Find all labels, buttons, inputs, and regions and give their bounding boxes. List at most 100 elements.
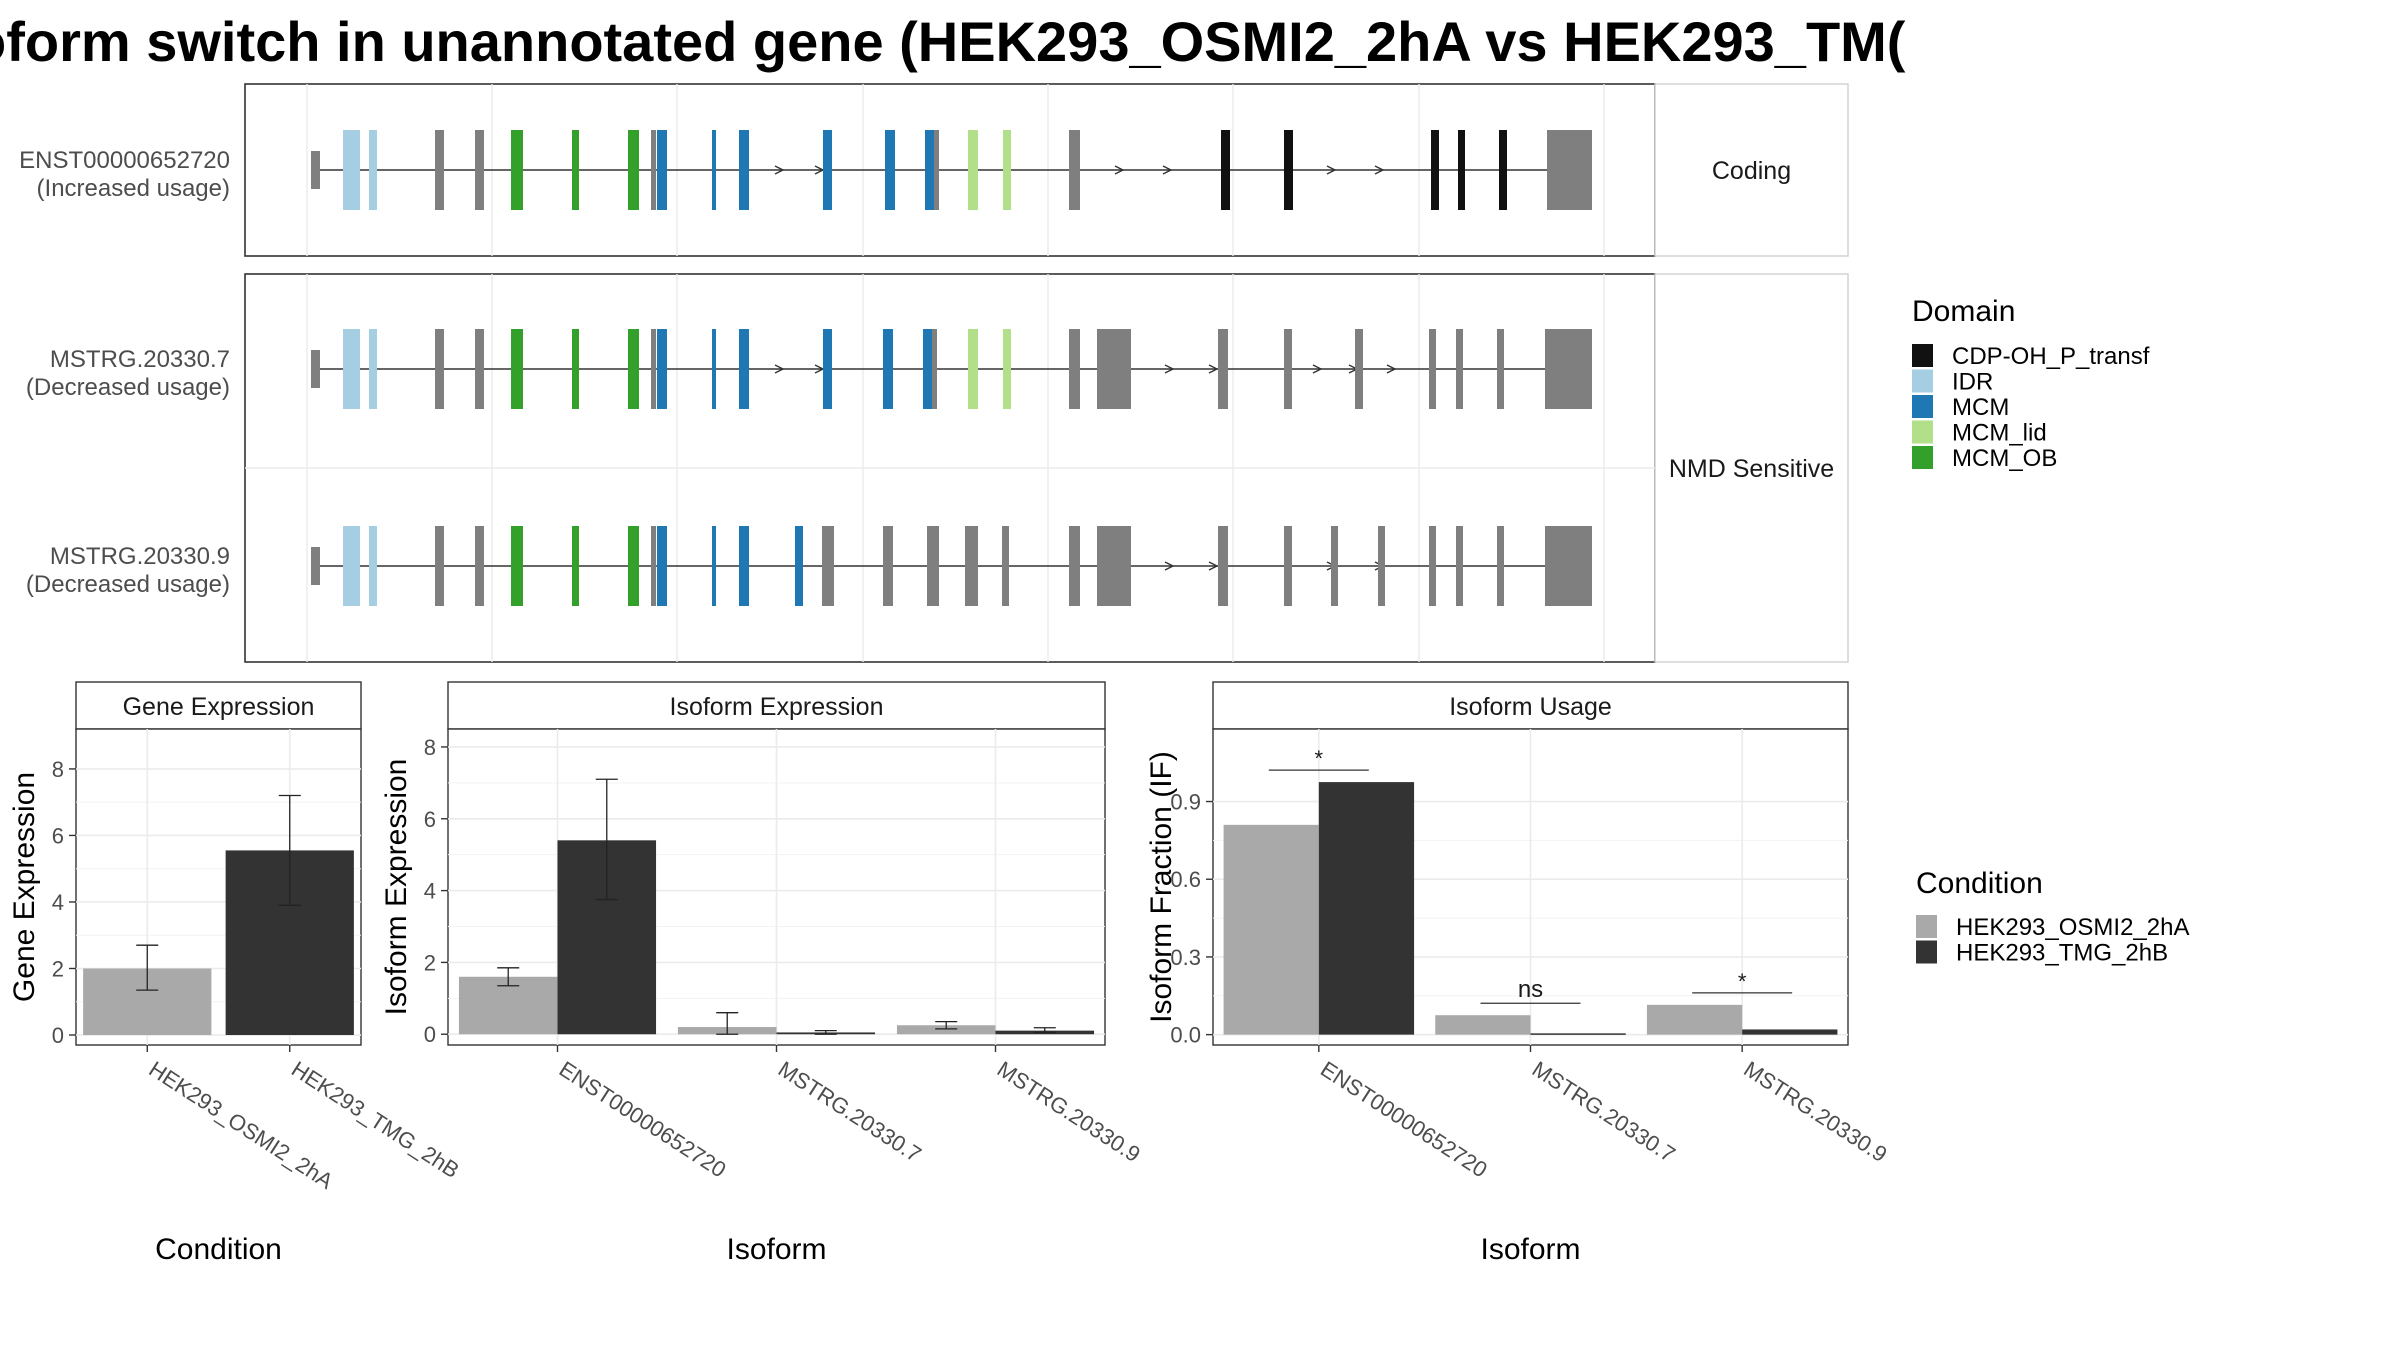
exon <box>1458 130 1465 210</box>
y-tick-label: 0 <box>52 1023 64 1048</box>
exon <box>1097 329 1131 409</box>
domain-legend-swatch <box>1912 369 1933 393</box>
exon <box>965 526 978 606</box>
bar <box>1223 824 1319 1035</box>
exon <box>511 329 523 409</box>
exon <box>1499 130 1507 210</box>
exon <box>657 130 667 210</box>
y-tick-label: 6 <box>424 807 436 832</box>
domain-legend-swatch <box>1912 420 1933 444</box>
bar <box>1530 1033 1626 1035</box>
exon <box>927 526 939 606</box>
exon <box>1555 130 1592 210</box>
exon <box>343 526 355 606</box>
exon <box>1218 329 1228 409</box>
y-tick-label: 8 <box>424 735 436 760</box>
exon <box>883 329 893 409</box>
y-axis-label: Isoform Fraction (IF) <box>1145 751 1178 1023</box>
exon <box>968 329 978 409</box>
exon <box>739 329 749 409</box>
exon <box>1221 130 1230 210</box>
strand-arrow <box>1326 165 1337 175</box>
exon <box>712 526 716 606</box>
domain-legend-label: MCM_lid <box>1952 420 2047 447</box>
exon <box>1355 329 1363 409</box>
structure-group-label: NMD Sensitive <box>1669 455 1834 483</box>
condition-legend-title: Condition <box>1916 867 2043 900</box>
exon <box>739 130 749 210</box>
exon <box>968 130 978 210</box>
y-tick-label: 0 <box>424 1022 436 1047</box>
significance-label: ns <box>1518 976 1543 1003</box>
y-tick-label: 0.9 <box>1170 790 1201 815</box>
x-tick-label: ENST00000652720 <box>1316 1056 1492 1182</box>
exon <box>355 329 360 409</box>
exon <box>651 130 656 210</box>
exon <box>628 329 639 409</box>
exon <box>1069 329 1080 409</box>
exon <box>823 329 832 409</box>
domain-legend-label: CDP-OH_P_transf <box>1952 343 2150 370</box>
x-axis-label: Isoform <box>1480 1233 1580 1266</box>
chart-1: Isoform Expression 0 2 4 6 8 ENST00000652720 MS… <box>380 681 1145 1266</box>
exon <box>1547 130 1557 210</box>
exon <box>925 130 935 210</box>
exon <box>311 151 320 189</box>
significance-label: * <box>1738 969 1747 994</box>
condition-legend-swatch <box>1916 940 1937 964</box>
legends: Domain CDP-OH_P_transfIDRMCMMCM_lidMCM_OB… <box>1912 295 2189 967</box>
strand-arrow <box>1162 165 1173 175</box>
structure-group-label: Coding <box>1712 157 1791 185</box>
structure-group-strip-1 <box>1654 273 1849 663</box>
domain-legend-swatch <box>1912 344 1933 367</box>
chart-title: Isoform Usage <box>1449 693 1612 721</box>
exon <box>311 547 320 585</box>
domain-legend-label: IDR <box>1952 369 1993 396</box>
expression-plots: Gene Expression02468HEK293_OSMI2_2hAHEK2… <box>8 681 1892 1266</box>
exon <box>475 329 484 409</box>
y-tick-label: 4 <box>424 879 436 904</box>
chart-strip <box>1212 681 1849 730</box>
x-tick-label: ENST00000652720 <box>555 1056 731 1182</box>
exon <box>1429 526 1436 606</box>
y-axis-label: Isoform Expression <box>380 759 413 1016</box>
exon <box>435 329 444 409</box>
exon <box>1069 130 1080 210</box>
exon <box>572 526 579 606</box>
exon <box>1429 329 1436 409</box>
exon <box>1284 526 1292 606</box>
chart-strip <box>447 681 1106 730</box>
exon <box>1003 329 1011 409</box>
chart-2: Isoform Usage 0.0 0.3 0.6 0.9 ENST00000652720… <box>1145 681 1892 1266</box>
transcript-id-label: MSTRG.20330.9 <box>50 543 230 570</box>
exon <box>435 526 444 606</box>
domain-legend-swatch <box>1912 446 1933 469</box>
bar <box>896 1025 996 1035</box>
exon <box>712 130 716 210</box>
exon <box>651 526 656 606</box>
domain-legend-label: MCM <box>1952 394 2009 421</box>
exon <box>1069 526 1080 606</box>
transcript-id-label: MSTRG.20330.7 <box>50 346 230 373</box>
exon <box>885 130 895 210</box>
exon <box>1002 526 1009 606</box>
strand-arrow <box>774 165 785 175</box>
strand-arrow <box>1312 364 1323 374</box>
exon <box>883 526 893 606</box>
transcript-usage-label: (Increased usage) <box>37 175 230 202</box>
exon <box>369 130 377 210</box>
y-tick-label: 0.3 <box>1170 945 1201 970</box>
transcript-usage-label: (Decreased usage) <box>26 571 230 598</box>
exon <box>1003 130 1011 210</box>
exon <box>923 329 933 409</box>
transcript-structure-panel: Coding NMD Sensitive ENST00000652720(Incre… <box>19 83 1849 663</box>
exon <box>511 526 523 606</box>
main-title: oform switch in unannotated gene (HEK293… <box>0 10 1906 73</box>
exon <box>823 130 832 210</box>
strand-arrow <box>1386 364 1397 374</box>
exon <box>1431 130 1439 210</box>
exon <box>435 130 444 210</box>
exon <box>934 130 939 210</box>
x-tick-label: MSTRG.20330.9 <box>1739 1056 1891 1167</box>
y-tick-label: 0.6 <box>1170 867 1201 892</box>
